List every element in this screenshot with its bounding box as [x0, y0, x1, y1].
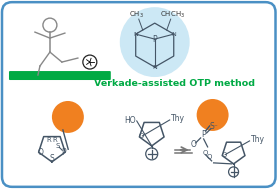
- Text: CHCH$_3$: CHCH$_3$: [160, 10, 185, 20]
- Text: O: O: [139, 133, 144, 139]
- Text: N: N: [171, 32, 176, 37]
- Text: P: P: [152, 35, 157, 44]
- Text: HO: HO: [124, 116, 136, 125]
- Text: S⁻: S⁻: [209, 122, 218, 131]
- Text: Thy: Thy: [171, 115, 185, 123]
- FancyBboxPatch shape: [9, 71, 111, 80]
- Text: O: O: [191, 140, 197, 149]
- Text: Thy: Thy: [250, 136, 265, 144]
- Text: P: P: [201, 130, 206, 139]
- Text: O: O: [203, 150, 208, 156]
- Text: N: N: [152, 65, 157, 70]
- Text: O: O: [38, 148, 44, 157]
- Circle shape: [83, 55, 97, 69]
- Text: Verkade-assisted OTP method: Verkade-assisted OTP method: [94, 78, 255, 88]
- Circle shape: [197, 99, 229, 131]
- Text: N: N: [133, 32, 138, 37]
- Text: R: R: [53, 137, 58, 143]
- Text: S: S: [55, 143, 59, 149]
- Text: O: O: [207, 154, 212, 160]
- Text: CH$_3$: CH$_3$: [129, 10, 144, 20]
- Text: O: O: [222, 152, 227, 158]
- Text: P: P: [61, 148, 66, 157]
- Text: S: S: [49, 154, 54, 163]
- FancyBboxPatch shape: [2, 2, 275, 187]
- Text: R: R: [46, 137, 51, 143]
- Circle shape: [120, 7, 190, 77]
- Circle shape: [52, 101, 84, 133]
